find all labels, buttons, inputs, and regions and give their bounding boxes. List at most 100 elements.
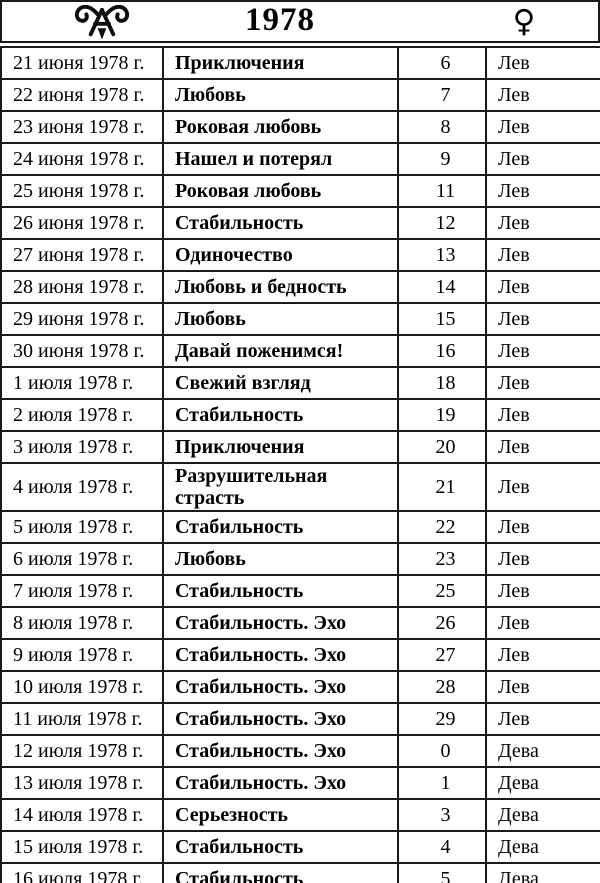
keyword-cell: Серьезность	[162, 798, 399, 832]
sign-cell: Лев	[485, 142, 600, 176]
number-cell: 7	[397, 78, 487, 112]
number-cell: 13	[397, 238, 487, 272]
keyword-cell: Роковая любовь	[162, 110, 399, 144]
table-row: 7 июля 1978 г. Стабильность 25 Лев	[0, 574, 600, 608]
keyword-cell: Стабильность	[162, 830, 399, 864]
sign-cell: Лев	[485, 398, 600, 432]
horoscope-table-body: 21 июня 1978 г. Приключения 6 Лев 22 июн…	[0, 46, 600, 883]
date-cell: 1 июля 1978 г.	[0, 366, 164, 400]
date-cell: 9 июля 1978 г.	[0, 638, 164, 672]
number-cell: 0	[397, 734, 487, 768]
number-cell: 26	[397, 606, 487, 640]
sign-cell: Лев	[485, 430, 600, 464]
sign-cell: Лев	[485, 366, 600, 400]
table-row: 9 июля 1978 г. Стабильность. Эхо 27 Лев	[0, 638, 600, 672]
date-cell: 5 июля 1978 г.	[0, 510, 164, 544]
sign-cell: Лев	[485, 110, 600, 144]
number-cell: 14	[397, 270, 487, 304]
number-cell: 28	[397, 670, 487, 704]
number-cell: 25	[397, 574, 487, 608]
date-cell: 23 июня 1978 г.	[0, 110, 164, 144]
number-cell: 20	[397, 430, 487, 464]
date-cell: 2 июля 1978 г.	[0, 398, 164, 432]
table-row: 23 июня 1978 г. Роковая любовь 8 Лев	[0, 110, 600, 144]
number-cell: 19	[397, 398, 487, 432]
table-row: 12 июля 1978 г. Стабильность. Эхо 0 Дева	[0, 734, 600, 768]
sign-cell: Лев	[485, 334, 600, 368]
year-title: 1978	[245, 1, 315, 38]
table-row: 3 июля 1978 г. Приключения 20 Лев	[0, 430, 600, 464]
number-cell: 6	[397, 46, 487, 80]
date-cell: 30 июня 1978 г.	[0, 334, 164, 368]
number-cell: 23	[397, 542, 487, 576]
number-cell: 11	[397, 174, 487, 208]
sign-cell: Лев	[485, 462, 600, 512]
date-cell: 8 июля 1978 г.	[0, 606, 164, 640]
sign-cell: Дева	[485, 862, 600, 883]
date-cell: 4 июля 1978 г.	[0, 462, 164, 512]
sign-cell: Дева	[485, 766, 600, 800]
sign-cell: Лев	[485, 302, 600, 336]
sign-cell: Лев	[485, 206, 600, 240]
date-cell: 24 июня 1978 г.	[0, 142, 164, 176]
number-cell: 21	[397, 462, 487, 512]
sign-cell: Лев	[485, 574, 600, 608]
keyword-cell: Разрушительная страсть	[162, 462, 399, 512]
number-cell: 16	[397, 334, 487, 368]
number-cell: 22	[397, 510, 487, 544]
number-cell: 15	[397, 302, 487, 336]
keyword-cell: Любовь	[162, 542, 399, 576]
date-cell: 22 июня 1978 г.	[0, 78, 164, 112]
sign-cell: Лев	[485, 238, 600, 272]
keyword-cell: Стабильность. Эхо	[162, 670, 399, 704]
keyword-cell: Свежий взгляд	[162, 366, 399, 400]
table-row: 21 июня 1978 г. Приключения 6 Лев	[0, 46, 600, 80]
table-row: 8 июля 1978 г. Стабильность. Эхо 26 Лев	[0, 606, 600, 640]
date-cell: 3 июля 1978 г.	[0, 430, 164, 464]
table-row: 13 июля 1978 г. Стабильность. Эхо 1 Дева	[0, 766, 600, 800]
sign-cell: Лев	[485, 638, 600, 672]
keyword-cell: Стабильность. Эхо	[162, 606, 399, 640]
table-row: 5 июля 1978 г. Стабильность 22 Лев	[0, 510, 600, 544]
keyword-cell: Стабильность. Эхо	[162, 734, 399, 768]
number-cell: 3	[397, 798, 487, 832]
date-cell: 16 июля 1978 г.	[0, 862, 164, 883]
keyword-cell: Давай поженимся!	[162, 334, 399, 368]
keyword-cell: Нашел и потерял	[162, 142, 399, 176]
keyword-cell: Одиночество	[162, 238, 399, 272]
table-row: 26 июня 1978 г. Стабильность 12 Лев	[0, 206, 600, 240]
date-cell: 11 июля 1978 г.	[0, 702, 164, 736]
sign-cell: Лев	[485, 702, 600, 736]
number-cell: 29	[397, 702, 487, 736]
table-row: 2 июля 1978 г. Стабильность 19 Лев	[0, 398, 600, 432]
sign-cell: Лев	[485, 510, 600, 544]
table-row: 6 июля 1978 г. Любовь 23 Лев	[0, 542, 600, 576]
number-cell: 12	[397, 206, 487, 240]
keyword-cell: Любовь и бедность	[162, 270, 399, 304]
sign-cell: Лев	[485, 46, 600, 80]
keyword-cell: Любовь	[162, 302, 399, 336]
horoscope-table: 21 июня 1978 г. Приключения 6 Лев 22 июн…	[0, 46, 600, 883]
date-cell: 12 июля 1978 г.	[0, 734, 164, 768]
date-cell: 14 июля 1978 г.	[0, 798, 164, 832]
table-row: 1 июля 1978 г. Свежий взгляд 18 Лев	[0, 366, 600, 400]
sign-cell: Лев	[485, 270, 600, 304]
table-row: 14 июля 1978 г. Серьезность 3 Дева	[0, 798, 600, 832]
keyword-cell: Роковая любовь	[162, 174, 399, 208]
number-cell: 8	[397, 110, 487, 144]
date-cell: 15 июля 1978 г.	[0, 830, 164, 864]
keyword-cell: Стабильность	[162, 510, 399, 544]
venus-icon: ♀	[512, 3, 536, 39]
table-row: 11 июля 1978 г. Стабильность. Эхо 29 Лев	[0, 702, 600, 736]
year-header: 1978 ♀	[0, 0, 600, 43]
number-cell: 9	[397, 142, 487, 176]
keyword-cell: Стабильность	[162, 398, 399, 432]
table-row: 4 июля 1978 г. Разрушительная страсть 21…	[0, 462, 600, 512]
number-cell: 4	[397, 830, 487, 864]
date-cell: 7 июля 1978 г.	[0, 574, 164, 608]
sign-cell: Дева	[485, 734, 600, 768]
table-row: 25 июня 1978 г. Роковая любовь 11 Лев	[0, 174, 600, 208]
keyword-cell: Стабильность	[162, 862, 399, 883]
sign-cell: Лев	[485, 174, 600, 208]
